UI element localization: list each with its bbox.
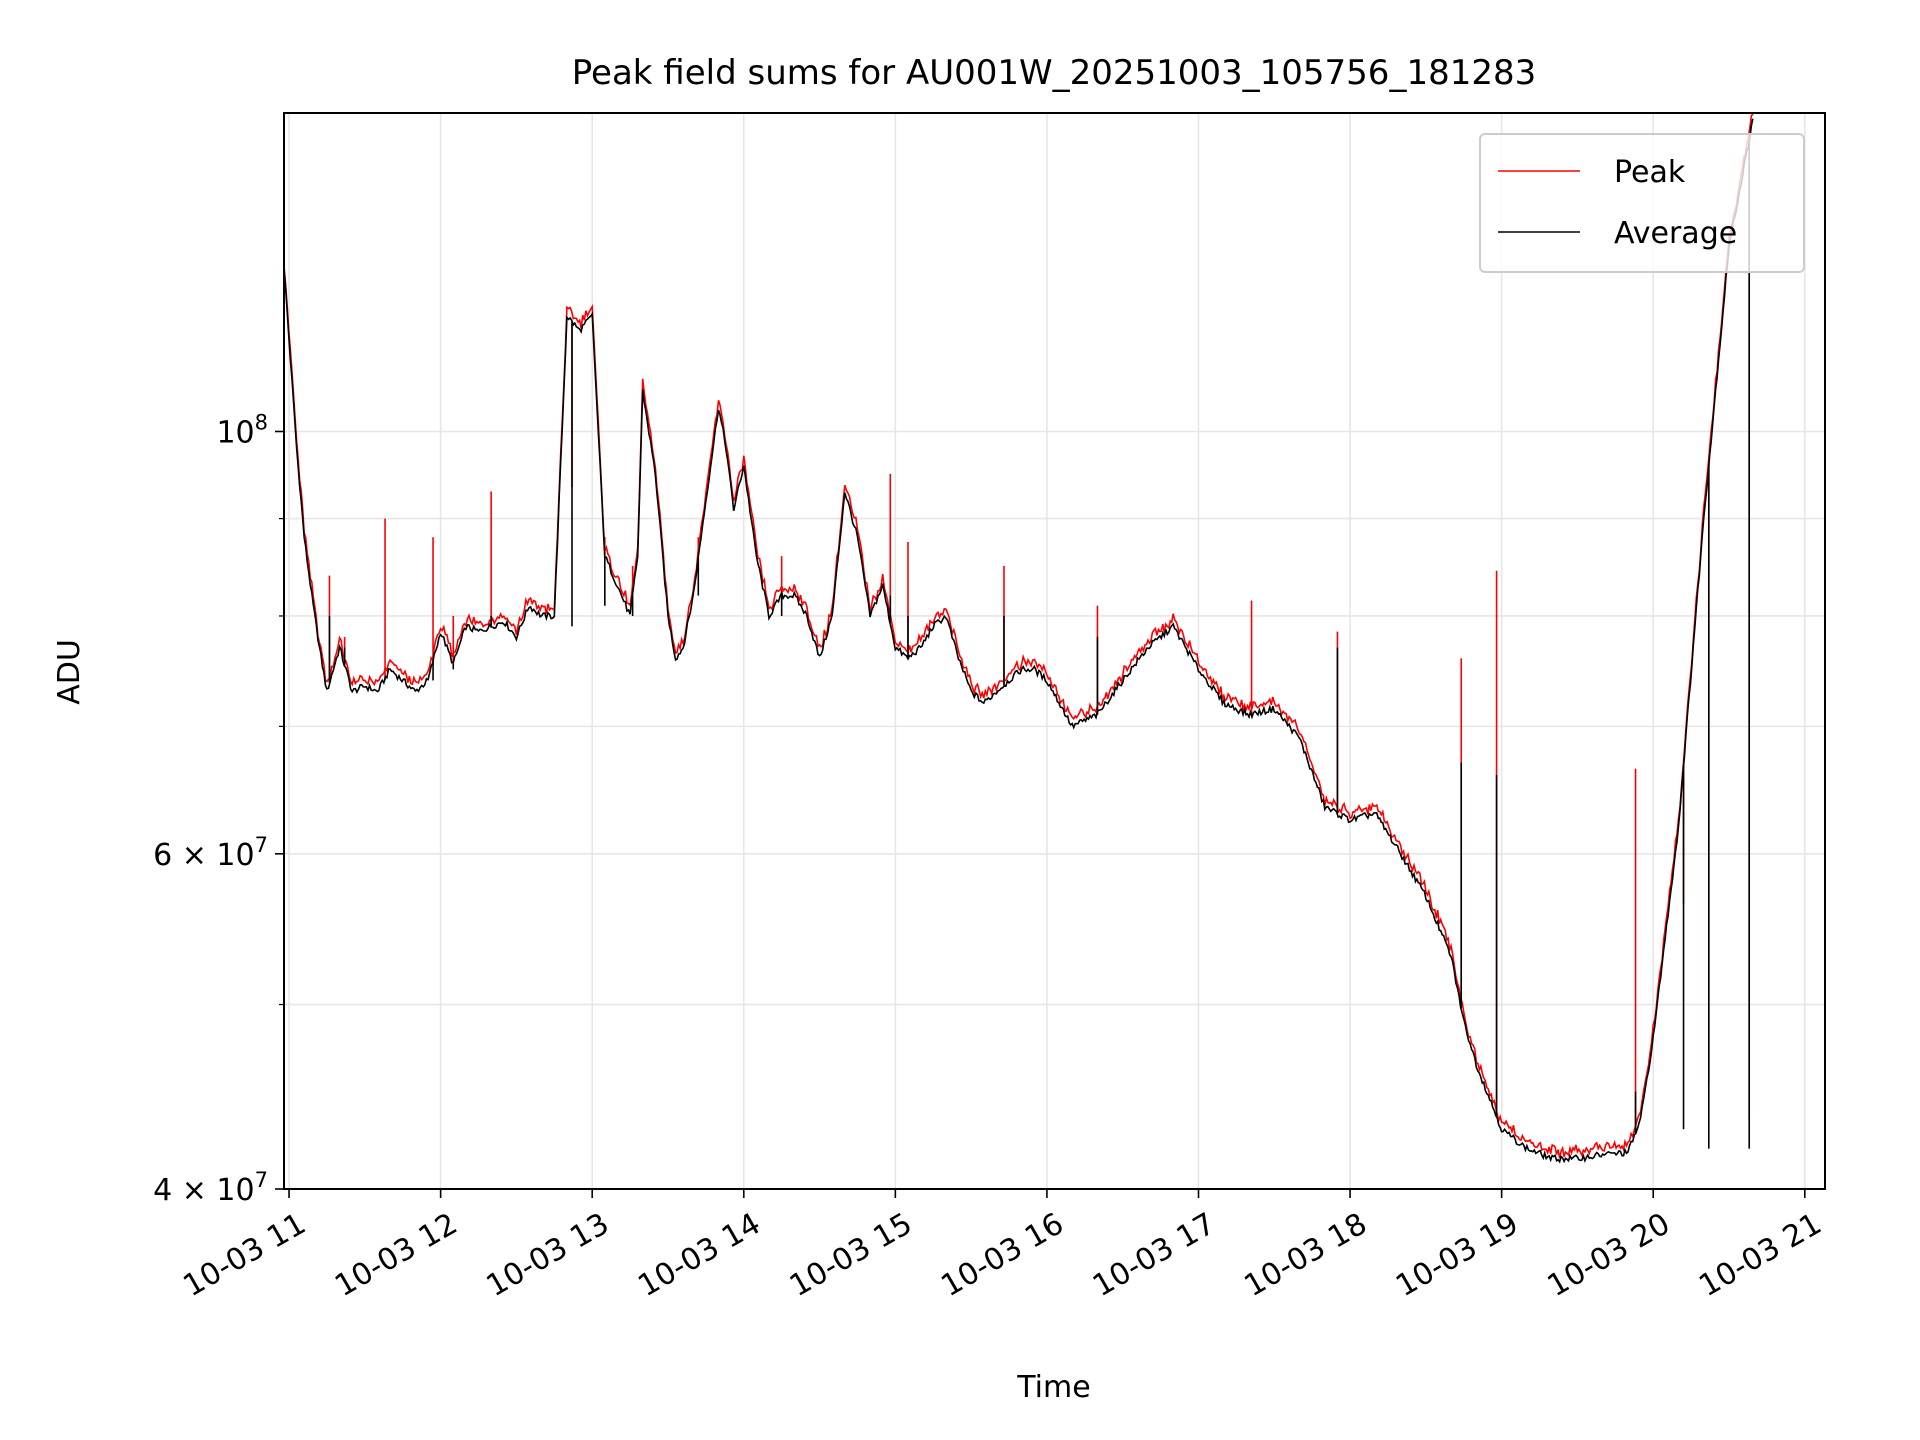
peak-series-line [283, 113, 1754, 1159]
series-layer [283, 113, 1754, 1164]
x-axis: 10-03 11 10-03 12 10-03 13 10-03 14 10-03 15… [178, 1189, 1828, 1304]
x-tick-label: 10-03 21 [1693, 1206, 1827, 1304]
y-tick-label: 4 × 107 [153, 1168, 268, 1208]
grid [284, 113, 1825, 1190]
average-series-line [283, 118, 1754, 1164]
x-tick-label: 10-03 17 [1087, 1206, 1221, 1304]
y-axis-label: ADU [52, 639, 87, 705]
x-tick-label: 10-03 14 [632, 1206, 766, 1304]
peak-spikes [328, 139, 1751, 1133]
y-tick-label: 108 [216, 410, 268, 450]
x-tick-label: 10-03 12 [329, 1206, 463, 1304]
x-tick-label: 10-03 16 [935, 1206, 1069, 1304]
legend-peak-label: Peak [1614, 155, 1686, 190]
plot-frame [283, 112, 1826, 1190]
x-tick-label: 10-03 15 [784, 1206, 918, 1304]
chart-title: Peak field sums for AU001W_20251003_1057… [572, 53, 1536, 93]
x-tick-label: 10-03 11 [178, 1206, 312, 1304]
legend-box [1479, 133, 1805, 273]
legend: Peak Average [1479, 133, 1805, 273]
average-spikes [328, 139, 1751, 1149]
y-tick-label: 6 × 107 [153, 833, 268, 873]
x-tick-label: 10-03 13 [481, 1206, 615, 1304]
legend-average-label: Average [1614, 216, 1737, 251]
x-tick-label: 10-03 19 [1390, 1206, 1524, 1304]
y-axis: 4 × 107 6 × 107 108 [153, 410, 284, 1208]
x-tick-label: 10-03 18 [1239, 1206, 1373, 1304]
x-axis-label: Time [1016, 1370, 1090, 1405]
x-tick-label: 10-03 20 [1542, 1206, 1676, 1304]
